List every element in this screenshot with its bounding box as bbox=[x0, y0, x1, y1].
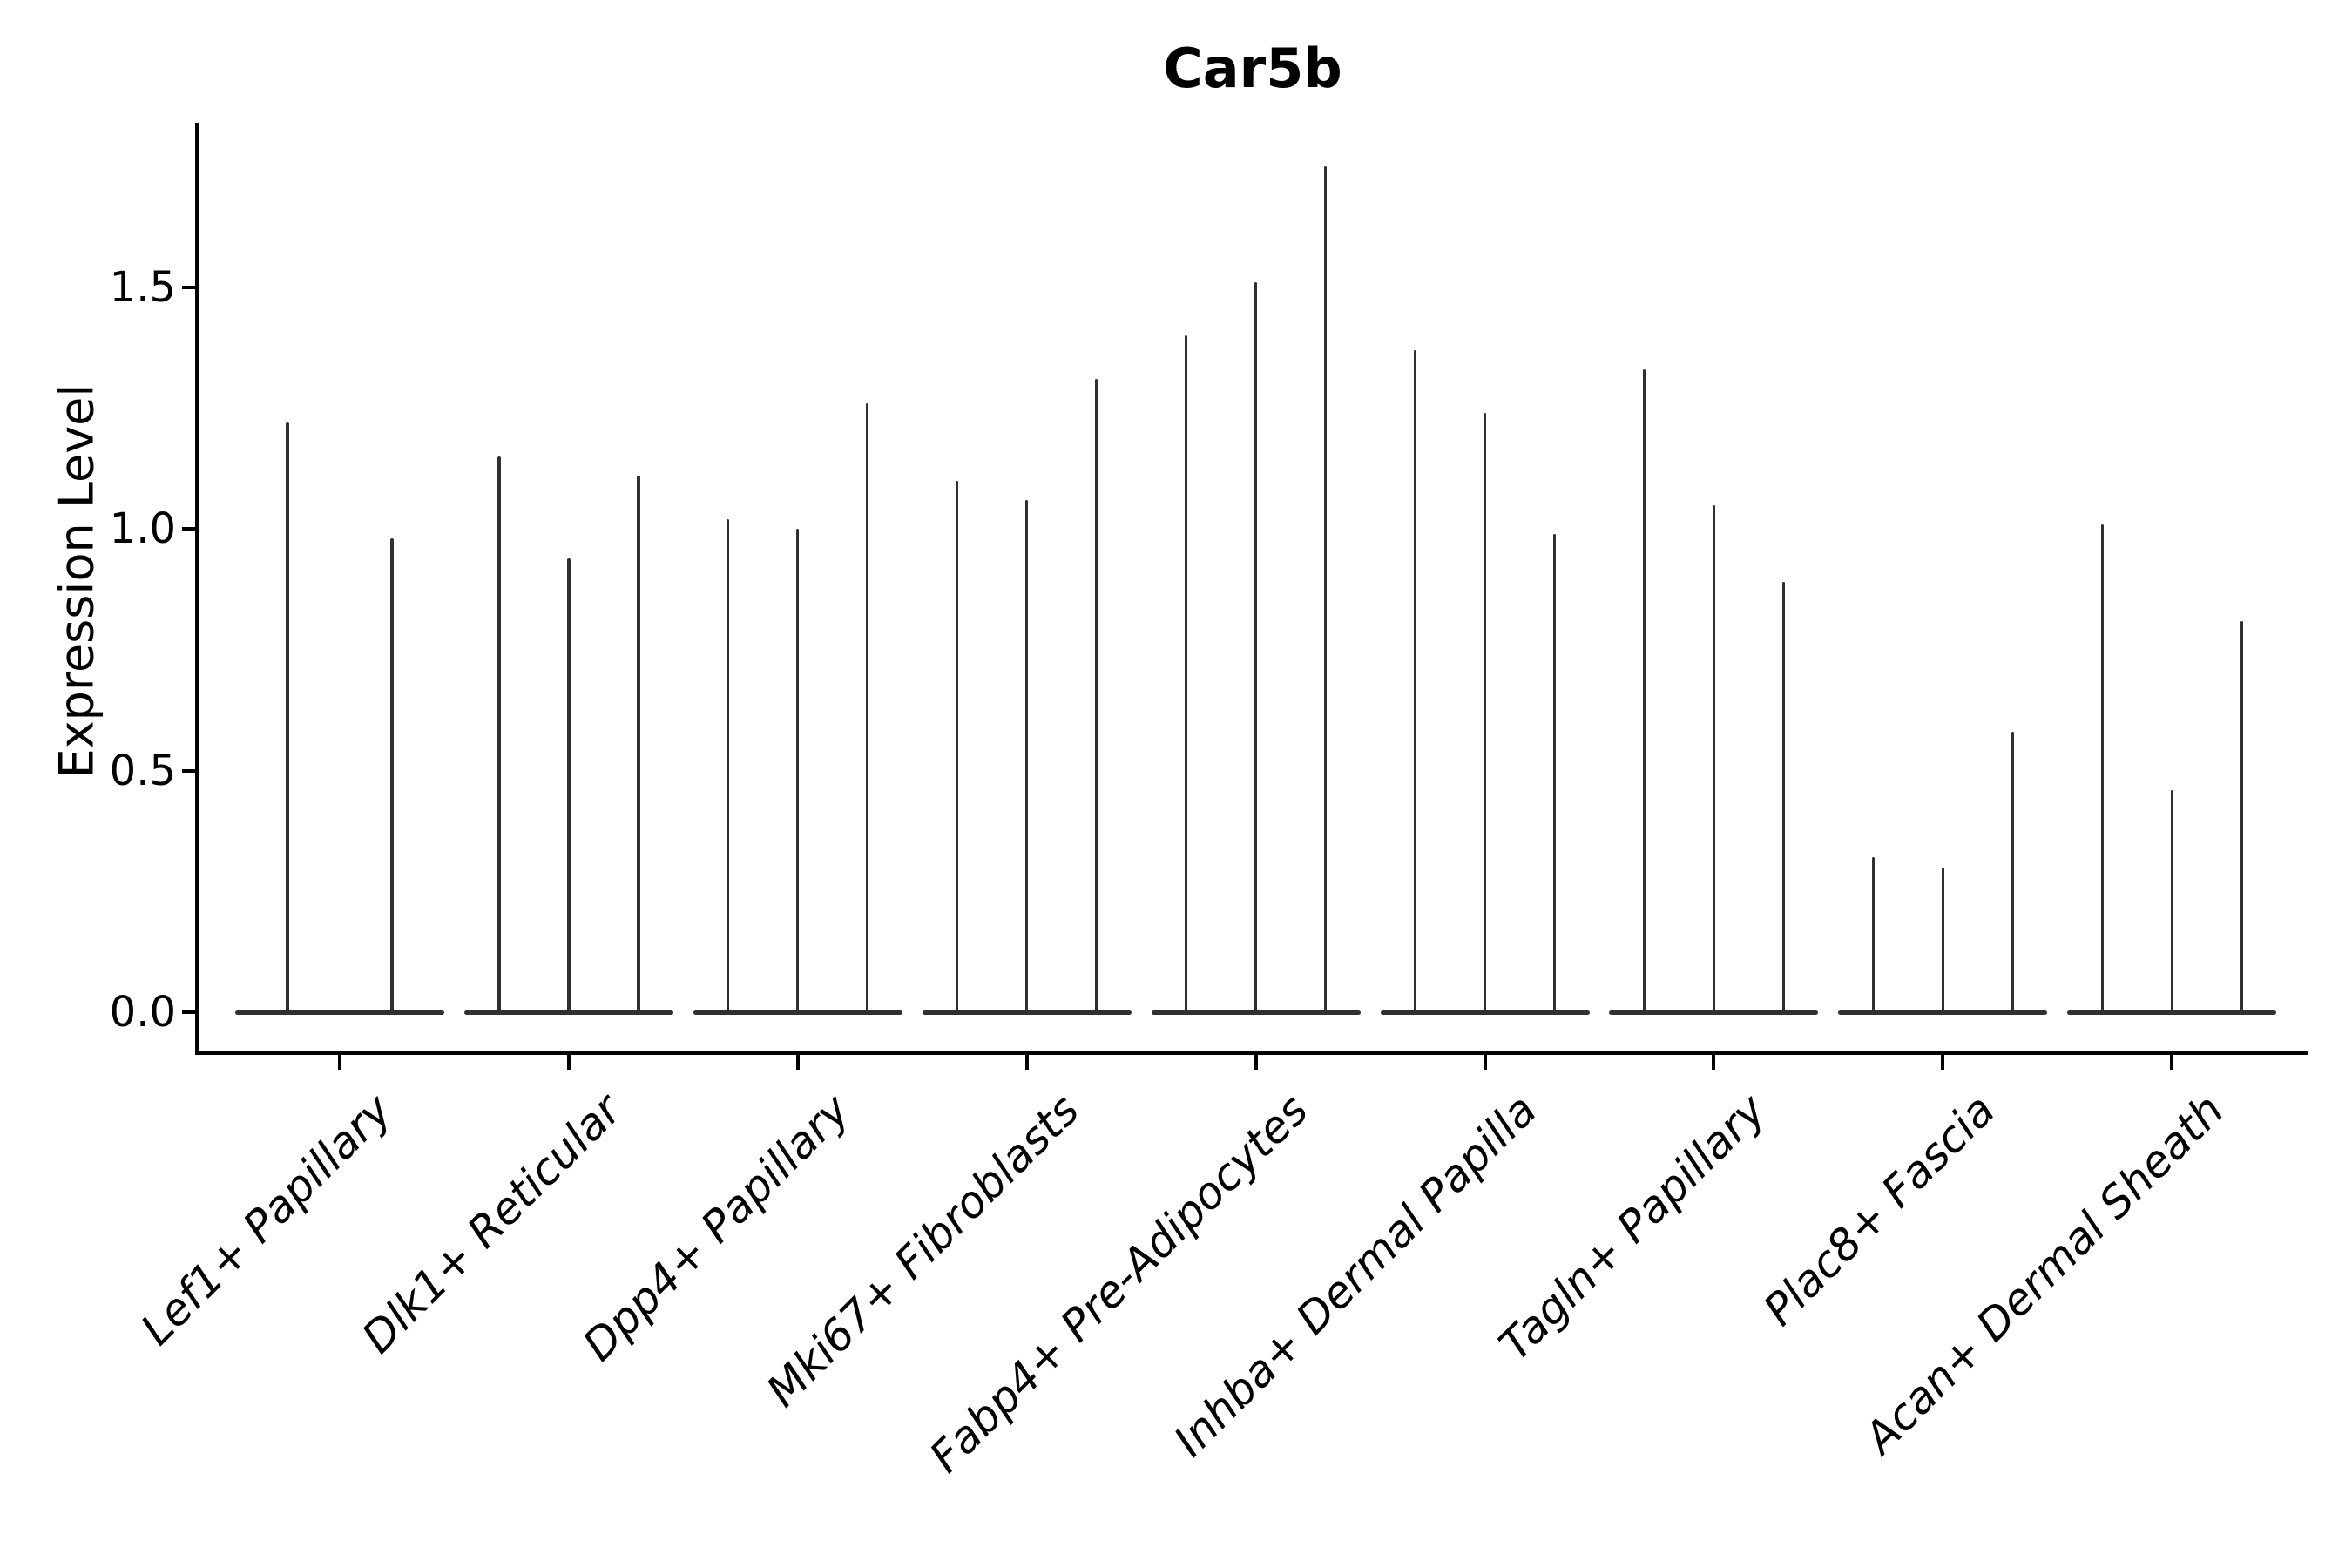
x-tick bbox=[2170, 1055, 2174, 1070]
violin-body bbox=[922, 1010, 1132, 1015]
x-axis-spine bbox=[195, 1051, 2308, 1055]
violin-body bbox=[1838, 1010, 2048, 1015]
violin-body bbox=[235, 1010, 444, 1015]
x-tick bbox=[1024, 1055, 1029, 1070]
x-tick bbox=[1254, 1055, 1258, 1070]
chart-title: Car5b bbox=[1163, 37, 1342, 100]
violin-spike bbox=[866, 403, 869, 1012]
violin-spike bbox=[390, 538, 394, 1012]
y-tick-label: 0.0 bbox=[109, 988, 176, 1037]
y-tick-label: 1.0 bbox=[109, 504, 176, 554]
y-axis-label: Expression Level bbox=[49, 383, 105, 779]
x-tick bbox=[1712, 1055, 1716, 1070]
x-tick-label: Fabp4+ Pre-Adipocytes bbox=[920, 1085, 1318, 1483]
violin-body bbox=[2067, 1010, 2277, 1015]
violin-spike bbox=[1941, 867, 1944, 1012]
violin-spike bbox=[497, 456, 501, 1012]
violin-spike bbox=[956, 480, 959, 1012]
violin-spike bbox=[1712, 504, 1716, 1012]
x-tick bbox=[566, 1055, 571, 1070]
y-tick bbox=[182, 1010, 195, 1014]
x-tick-label: Lef1+ Papillary bbox=[131, 1085, 402, 1355]
violin-spike bbox=[2100, 524, 2104, 1012]
violin-body bbox=[1609, 1010, 1819, 1015]
violin-spike bbox=[2011, 732, 2014, 1012]
violin-spike bbox=[1552, 533, 1557, 1012]
violin-spike bbox=[1642, 369, 1646, 1012]
violin-spike bbox=[1025, 500, 1029, 1012]
violin-spike bbox=[1184, 335, 1188, 1012]
x-tick bbox=[1483, 1055, 1487, 1070]
y-tick-label: 1.5 bbox=[109, 262, 176, 312]
y-tick-label: 0.5 bbox=[109, 746, 176, 795]
violin-spike bbox=[1871, 857, 1875, 1012]
y-axis-spine bbox=[195, 123, 199, 1055]
violin-spike bbox=[727, 519, 730, 1012]
violin-spike bbox=[1413, 350, 1417, 1012]
violin-spike bbox=[1781, 582, 1786, 1012]
y-tick bbox=[182, 768, 195, 773]
x-tick bbox=[338, 1055, 341, 1070]
violin-spike bbox=[567, 558, 571, 1012]
y-tick bbox=[182, 527, 195, 531]
violin-spike bbox=[1095, 379, 1098, 1012]
violin-spike bbox=[637, 476, 640, 1012]
violin-spike bbox=[1323, 166, 1328, 1012]
y-tick bbox=[182, 285, 195, 289]
violin-body bbox=[463, 1010, 673, 1015]
violin-body bbox=[1380, 1010, 1590, 1015]
violin-spike bbox=[1483, 413, 1487, 1012]
violin-spike bbox=[796, 529, 800, 1012]
x-tick-label: Inhba+ Dermal Papilla bbox=[1165, 1085, 1547, 1467]
violin-spike bbox=[286, 422, 289, 1012]
x-tick bbox=[795, 1055, 800, 1070]
violin-body bbox=[1151, 1010, 1361, 1015]
x-tick bbox=[1941, 1055, 1945, 1070]
violin-spike bbox=[2240, 620, 2243, 1012]
violin-body bbox=[693, 1010, 902, 1015]
x-tick-label: Plac8+ Fascia bbox=[1754, 1085, 2005, 1335]
violin-spike bbox=[2170, 789, 2173, 1012]
violin-spike bbox=[1254, 282, 1258, 1012]
